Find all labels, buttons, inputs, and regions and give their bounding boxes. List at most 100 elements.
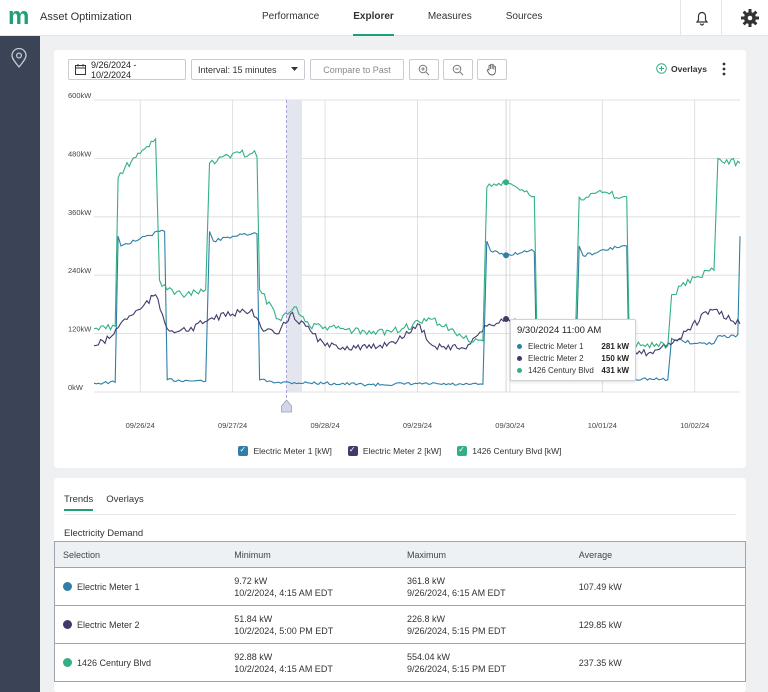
legend-item-meter1[interactable]: Electric Meter 1 [kW]: [238, 445, 332, 456]
tooltip-row: Electric Meter 2 150 kW: [517, 352, 629, 364]
column-header[interactable]: Minimum: [226, 541, 399, 568]
x-tick-label: 10/02/24: [680, 421, 709, 430]
legend-item-blvd[interactable]: 1426 Century Blvd [kW]: [457, 445, 562, 456]
legend-label: 1426 Century Blvd [kW]: [472, 446, 562, 456]
table-row[interactable]: 1426 Century Blvd 92.88 kW 10/2/2024, 4:1…: [54, 643, 746, 682]
y-tick-label: 360kW: [68, 208, 92, 217]
column-header[interactable]: Maximum: [399, 541, 571, 568]
zoom-in-button[interactable]: [409, 59, 439, 80]
column-header[interactable]: Selection: [54, 541, 227, 568]
max-value: 361.8 kW: [407, 575, 446, 586]
min-value: 51.84 kW: [234, 613, 273, 624]
tab-measures[interactable]: Measures: [427, 11, 472, 22]
compare-to-past-button[interactable]: Compare to Past: [310, 59, 404, 80]
app-logo[interactable]: m: [8, 3, 30, 30]
maximum-cell: 554.04 kW 9/26/2024, 5:15 PM EDT: [399, 643, 571, 682]
min-time: 10/2/2024, 5:00 PM EDT: [234, 625, 334, 636]
gear-icon[interactable]: [740, 8, 760, 28]
checkbox-checked-icon[interactable]: [457, 445, 468, 456]
y-tick-label: 480kW: [68, 149, 92, 158]
highlight-window: [286, 100, 302, 392]
series-color-dot: [517, 355, 522, 361]
column-header[interactable]: Average: [570, 541, 746, 568]
top-bar: m Asset Optimization Performance Explore…: [0, 0, 768, 36]
interval-label: Interval: 15 minutes: [198, 64, 277, 75]
stats-tabs: Trends Overlays: [64, 494, 144, 511]
checkbox-checked-icon[interactable]: [347, 445, 358, 456]
series-color-dot: [63, 658, 72, 667]
pan-button[interactable]: [477, 59, 507, 80]
checkbox-checked-icon[interactable]: [238, 445, 249, 456]
y-tick-label: 0kW: [68, 383, 84, 392]
y-tick-label: 240kW: [68, 266, 92, 275]
x-tick-label: 09/26/24: [126, 421, 155, 430]
maximum-cell: 361.8 kW 9/26/2024, 6:15 AM EDT: [399, 567, 571, 606]
tooltip-time: 9/30/2024 11:00 AM: [517, 325, 602, 336]
tooltip-series-name: Electric Meter 2: [528, 353, 584, 363]
x-tick-label: 09/27/24: [218, 421, 247, 430]
x-tick-label: 09/28/24: [310, 421, 339, 430]
average-cell: 107.49 kW: [570, 567, 746, 606]
tabs-divider: [64, 514, 736, 515]
chevron-down-icon: [291, 67, 298, 71]
series-color-dot: [517, 343, 522, 349]
tooltip-series-value: 150 kW: [601, 353, 629, 363]
minimum-cell: 92.88 kW 10/2/2024, 4:15 AM EDT: [226, 643, 399, 682]
hover-point-meter2: [503, 316, 510, 322]
bell-icon: [695, 11, 709, 26]
min-time: 10/2/2024, 4:15 AM EDT: [234, 587, 333, 598]
main-nav: Performance Explorer Measures Sources: [262, 0, 576, 36]
hover-tooltip: 9/30/2024 11:00 AM Electric Meter 1 281 …: [510, 319, 636, 381]
tab-overlays[interactable]: Overlays: [106, 494, 144, 505]
notifications-button[interactable]: [680, 0, 722, 36]
zoom-out-icon: [452, 64, 464, 75]
max-time: 9/26/2024, 6:15 AM EDT: [407, 587, 506, 598]
app-title: Asset Optimization: [40, 11, 132, 23]
interval-select[interactable]: Interval: 15 minutes: [191, 59, 305, 80]
minimum-cell: 51.84 kW 10/2/2024, 5:00 PM EDT: [226, 605, 399, 644]
overlays-button[interactable]: Overlays: [656, 63, 707, 74]
time-marker-handle[interactable]: [281, 399, 292, 413]
hover-point-blvd: [503, 179, 510, 186]
tooltip-series-value: 281 kW: [601, 341, 629, 351]
tab-sources[interactable]: Sources: [505, 11, 543, 22]
tooltip-series-value: 431 kW: [601, 365, 629, 375]
table-row[interactable]: Electric Meter 1 9.72 kW 10/2/2024, 4:15 …: [54, 567, 746, 606]
location-pin-icon[interactable]: [10, 48, 28, 68]
series-color-dot: [63, 620, 72, 629]
max-time: 9/26/2024, 5:15 PM EDT: [407, 663, 507, 674]
chart-legend: Electric Meter 1 [kW] Electric Meter 2 […: [54, 445, 746, 456]
min-value: 92.88 kW: [234, 651, 273, 662]
tooltip-row: Electric Meter 1 281 kW: [517, 340, 629, 352]
tooltip-series-name: 1426 Century Blvd: [528, 365, 594, 375]
tab-performance[interactable]: Performance: [262, 11, 320, 22]
x-tick-label: 09/30/24: [495, 421, 524, 430]
series-color-dot: [63, 582, 72, 591]
legend-item-meter2[interactable]: Electric Meter 2 [kW]: [347, 445, 442, 456]
maximum-cell: 226.8 kW 9/26/2024, 5:15 PM EDT: [399, 605, 571, 644]
date-range-picker[interactable]: 9/26/2024 - 10/2/2024: [68, 59, 186, 80]
average-cell: 237.35 kW: [570, 643, 746, 682]
zoom-out-button[interactable]: [443, 59, 473, 80]
y-tick-label: 600kW: [68, 91, 92, 100]
minimum-cell: 9.72 kW 10/2/2024, 4:15 AM EDT: [226, 567, 399, 606]
legend-label: Electric Meter 2 [kW]: [362, 446, 442, 456]
series-color-dot: [517, 367, 522, 373]
sidebar: [0, 36, 40, 692]
plus-circle-icon: [656, 63, 667, 74]
demand-line-chart[interactable]: 600kW 480kW 360kW 240kW 120kW 0kW 09/26/24 09/…: [54, 88, 746, 438]
x-tick-label: 09/29/24: [403, 421, 432, 430]
zoom-in-icon: [418, 64, 430, 75]
tooltip-series-name: Electric Meter 1: [528, 341, 584, 351]
stats-card: Trends Overlays Electricity Demand Selec…: [54, 478, 746, 692]
selection-name: 1426 Century Blvd: [77, 657, 152, 668]
tab-trends[interactable]: Trends: [64, 494, 94, 511]
table-row[interactable]: Electric Meter 2 51.84 kW 10/2/2024, 5:00…: [54, 605, 746, 644]
max-time: 9/26/2024, 5:15 PM EDT: [407, 625, 507, 636]
chart-card: 9/26/2024 - 10/2/2024 Interval: 15 minut…: [54, 50, 746, 468]
max-value: 554.04 kW: [407, 651, 451, 662]
tab-explorer[interactable]: Explorer: [353, 0, 394, 36]
hover-point-meter1: [503, 252, 510, 259]
kebab-menu-icon[interactable]: [720, 61, 728, 77]
date-range-label: 9/26/2024 - 10/2/2024: [90, 59, 137, 80]
